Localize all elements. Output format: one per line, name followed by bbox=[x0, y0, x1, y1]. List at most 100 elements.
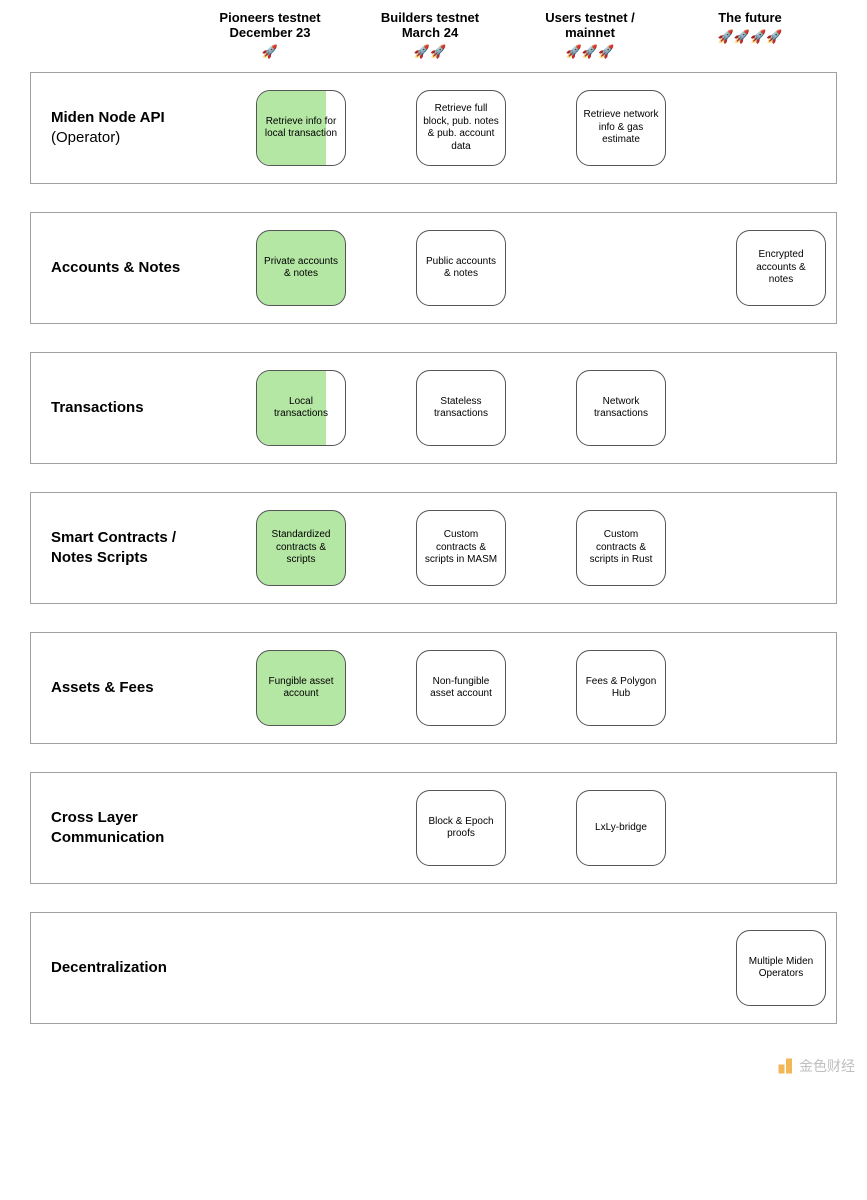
cell-future: Encrypted accounts & notes bbox=[701, 226, 861, 310]
feature-card-text: Retrieve network info & gas estimate bbox=[583, 109, 659, 147]
section-grid: Accounts & Notes Private accounts & notes… bbox=[31, 223, 836, 313]
row-label-title: Transactions bbox=[51, 399, 144, 416]
col-title: Builders testnet bbox=[381, 10, 479, 25]
col-header-users: Users testnet / mainnet 🚀🚀🚀 bbox=[510, 10, 670, 60]
cell-future bbox=[701, 366, 861, 450]
feature-card: LxLy-bridge bbox=[576, 790, 666, 866]
cell-pioneers: Private accounts & notes bbox=[221, 226, 381, 310]
section-grid: Decentralization Multiple Miden Operators bbox=[31, 923, 836, 1013]
row-label: Cross Layer Communication bbox=[31, 808, 221, 849]
feature-card: Fungible asset account bbox=[256, 650, 346, 726]
section-row: Decentralization Multiple Miden Operators bbox=[30, 912, 837, 1024]
sections-container: Miden Node API (Operator) Retrieve info fo… bbox=[0, 72, 867, 1024]
col-subtitle: March 24 bbox=[356, 25, 504, 40]
col-header-builders: Builders testnet March 24 🚀🚀 bbox=[350, 10, 510, 60]
feature-card: Network transactions bbox=[576, 370, 666, 446]
col-subtitle: December 23 bbox=[196, 25, 344, 40]
cell-builders: Stateless transactions bbox=[381, 366, 541, 450]
section-row: Transactions Local transactions Stateless … bbox=[30, 352, 837, 464]
cell-future bbox=[701, 86, 861, 170]
cell-pioneers: Fungible asset account bbox=[221, 646, 381, 730]
feature-card-text: Standardized contracts & scripts bbox=[263, 529, 339, 567]
row-label-title: Cross Layer Communication bbox=[51, 809, 164, 846]
col-header-pioneers: Pioneers testnet December 23 🚀 bbox=[190, 10, 350, 60]
section-grid: Assets & Fees Fungible asset account Non-f… bbox=[31, 643, 836, 733]
feature-card-text: Stateless transactions bbox=[423, 396, 499, 421]
feature-card: Standardized contracts & scripts bbox=[256, 510, 346, 586]
cell-users bbox=[541, 226, 701, 310]
feature-card-text: Local transactions bbox=[263, 396, 339, 421]
section-row: Miden Node API (Operator) Retrieve info fo… bbox=[30, 72, 837, 184]
feature-card: Private accounts & notes bbox=[256, 230, 346, 306]
feature-card-text: LxLy-bridge bbox=[595, 822, 647, 835]
section-row: Smart Contracts / Notes Scripts Standardi… bbox=[30, 492, 837, 604]
feature-card: Custom contracts & scripts in Rust bbox=[576, 510, 666, 586]
row-label-title: Smart Contracts / Notes Scripts bbox=[51, 529, 176, 566]
row-label-title: Accounts & Notes bbox=[51, 259, 180, 276]
feature-card-text: Multiple Miden Operators bbox=[743, 956, 819, 981]
feature-card-text: Encrypted accounts & notes bbox=[743, 249, 819, 287]
section-grid: Miden Node API (Operator) Retrieve info fo… bbox=[31, 83, 836, 173]
feature-card: Local transactions bbox=[256, 370, 346, 446]
section-grid: Cross Layer Communication Block & Epoch p… bbox=[31, 783, 836, 873]
cell-users: Custom contracts & scripts in Rust bbox=[541, 506, 701, 590]
rockets-icon: 🚀🚀 bbox=[356, 44, 504, 60]
feature-card-text: Non-fungible asset account bbox=[423, 676, 499, 701]
column-headers: Pioneers testnet December 23 🚀 Builders … bbox=[0, 10, 867, 60]
row-label-title: Miden Node API bbox=[51, 109, 165, 126]
feature-card-text: Block & Epoch proofs bbox=[423, 816, 499, 841]
feature-card: Block & Epoch proofs bbox=[416, 790, 506, 866]
cell-pioneers: Standardized contracts & scripts bbox=[221, 506, 381, 590]
feature-card: Encrypted accounts & notes bbox=[736, 230, 826, 306]
feature-card: Multiple Miden Operators bbox=[736, 930, 826, 1006]
feature-card-text: Custom contracts & scripts in MASM bbox=[423, 529, 499, 567]
col-subtitle: mainnet bbox=[516, 25, 664, 40]
row-label-sub: (Operator) bbox=[51, 128, 211, 148]
cell-builders: Retrieve full block, pub. notes & pub. a… bbox=[381, 86, 541, 170]
section-row: Assets & Fees Fungible asset account Non-f… bbox=[30, 632, 837, 744]
col-title: Users testnet / bbox=[545, 10, 635, 25]
col-title: Pioneers testnet bbox=[219, 10, 320, 25]
cell-future: Multiple Miden Operators bbox=[701, 926, 861, 1010]
row-label: Transactions bbox=[31, 398, 221, 418]
col-header-future: The future 🚀🚀🚀🚀 bbox=[670, 10, 830, 45]
cell-pioneers bbox=[221, 786, 381, 870]
feature-card: Retrieve info for local transaction bbox=[256, 90, 346, 166]
feature-card: Public accounts & notes bbox=[416, 230, 506, 306]
cell-pioneers bbox=[221, 926, 381, 1010]
row-label: Assets & Fees bbox=[31, 678, 221, 698]
feature-card-text: Public accounts & notes bbox=[423, 256, 499, 281]
section-grid: Smart Contracts / Notes Scripts Standardi… bbox=[31, 503, 836, 593]
rockets-icon: 🚀🚀🚀 bbox=[516, 44, 664, 60]
watermark: 金色财经 bbox=[777, 1056, 855, 1076]
cell-future bbox=[701, 786, 861, 870]
cell-builders: Public accounts & notes bbox=[381, 226, 541, 310]
cell-pioneers: Retrieve info for local transaction bbox=[221, 86, 381, 170]
row-label: Smart Contracts / Notes Scripts bbox=[31, 528, 221, 569]
row-label: Accounts & Notes bbox=[31, 258, 221, 278]
row-label: Miden Node API (Operator) bbox=[31, 108, 221, 149]
row-label: Decentralization bbox=[31, 958, 221, 978]
watermark-logo-icon bbox=[777, 1057, 795, 1075]
section-row: Cross Layer Communication Block & Epoch p… bbox=[30, 772, 837, 884]
cell-builders: Block & Epoch proofs bbox=[381, 786, 541, 870]
feature-card: Fees & Polygon Hub bbox=[576, 650, 666, 726]
row-label-title: Decentralization bbox=[51, 959, 167, 976]
cell-builders: Custom contracts & scripts in MASM bbox=[381, 506, 541, 590]
watermark-text: 金色财经 bbox=[799, 1056, 855, 1076]
section-row: Accounts & Notes Private accounts & notes… bbox=[30, 212, 837, 324]
feature-card-text: Retrieve full block, pub. notes & pub. a… bbox=[423, 103, 499, 153]
cell-pioneers: Local transactions bbox=[221, 366, 381, 450]
cell-builders bbox=[381, 926, 541, 1010]
cell-users: Retrieve network info & gas estimate bbox=[541, 86, 701, 170]
feature-card-text: Custom contracts & scripts in Rust bbox=[583, 529, 659, 567]
feature-card: Custom contracts & scripts in MASM bbox=[416, 510, 506, 586]
feature-card-text: Network transactions bbox=[583, 396, 659, 421]
cell-future bbox=[701, 646, 861, 730]
feature-card: Non-fungible asset account bbox=[416, 650, 506, 726]
feature-card: Retrieve full block, pub. notes & pub. a… bbox=[416, 90, 506, 166]
row-label-title: Assets & Fees bbox=[51, 679, 154, 696]
cell-users bbox=[541, 926, 701, 1010]
cell-builders: Non-fungible asset account bbox=[381, 646, 541, 730]
rockets-icon: 🚀 bbox=[196, 44, 344, 60]
